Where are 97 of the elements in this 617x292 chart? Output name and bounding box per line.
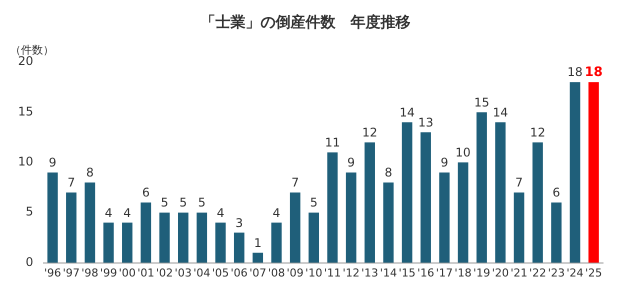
- data-label: 4: [272, 206, 280, 220]
- x-tick-label: '13: [361, 266, 378, 280]
- x-tick-label: '07: [249, 266, 266, 280]
- data-label: 4: [123, 206, 132, 220]
- data-label: 9: [347, 156, 355, 170]
- y-axis-title: （件数）: [10, 43, 54, 56]
- y-tick-label: 10: [18, 154, 34, 169]
- x-tick-label: '03: [174, 266, 192, 280]
- chart-title: 「士業」の倒産件数 年度推移: [200, 12, 410, 31]
- bar: [234, 232, 244, 263]
- x-tick-label: '97: [62, 266, 80, 280]
- bar: [327, 152, 338, 263]
- bar: [103, 222, 114, 263]
- data-label: 18: [584, 64, 603, 80]
- data-label: 18: [567, 65, 583, 80]
- x-tick-label: '17: [436, 266, 453, 280]
- x-tick-label: '12: [342, 266, 360, 280]
- data-label: 15: [474, 95, 490, 110]
- bar: [84, 182, 96, 263]
- data-label: 12: [530, 125, 546, 140]
- data-label: 13: [418, 115, 434, 130]
- bar: [122, 222, 132, 263]
- bar: [439, 172, 450, 263]
- bar: [420, 132, 431, 263]
- bar: [159, 212, 170, 263]
- bar: [458, 162, 468, 263]
- x-tick-label: '96: [44, 266, 62, 280]
- data-label: 8: [86, 166, 94, 180]
- bar: [178, 212, 188, 263]
- x-tick-label: '99: [100, 266, 118, 280]
- y-tick-label: 0: [26, 254, 34, 269]
- bar: [383, 182, 394, 263]
- data-label: 14: [399, 105, 415, 120]
- x-tick-label: '16: [417, 266, 434, 280]
- bar: [570, 82, 580, 263]
- data-label: 9: [48, 156, 56, 170]
- data-label: 4: [216, 206, 224, 220]
- bar: [290, 192, 300, 263]
- data-label: 6: [142, 186, 150, 200]
- y-tick-label: 20: [18, 54, 34, 68]
- x-tick-label: '22: [529, 266, 546, 280]
- bar: [364, 142, 375, 263]
- x-tick-label: '00: [118, 266, 136, 280]
- data-label: 11: [324, 135, 340, 150]
- data-label: 5: [310, 196, 318, 210]
- x-tick-label: '08: [268, 266, 286, 280]
- x-tick-label: '24: [566, 266, 584, 280]
- bar: [47, 172, 58, 263]
- bar: [551, 202, 562, 263]
- data-label: 7: [291, 176, 299, 190]
- data-label: 14: [492, 105, 508, 120]
- data-label: 6: [552, 186, 560, 200]
- x-tick-label: '02: [156, 266, 174, 280]
- x-tick-label: '21: [510, 266, 528, 280]
- bar: [514, 192, 524, 263]
- y-tick-label: 5: [26, 204, 34, 219]
- data-label: 4: [104, 206, 112, 220]
- data-label: 12: [362, 125, 378, 140]
- x-tick-label: '10: [305, 266, 322, 280]
- x-tick-label: '25: [585, 266, 602, 280]
- bar: [588, 82, 599, 263]
- bar: [476, 112, 487, 263]
- bar: [308, 212, 320, 263]
- data-label: 7: [515, 176, 523, 190]
- data-label: 8: [384, 166, 392, 180]
- x-tick-label: '06: [230, 266, 248, 280]
- x-tick-label: '04: [193, 266, 210, 280]
- x-tick-label: '20: [492, 266, 509, 280]
- bar: [252, 252, 264, 263]
- data-label: 3: [235, 216, 243, 230]
- x-tick-label: '19: [473, 266, 490, 280]
- x-tick-label: '09: [286, 266, 304, 280]
- data-label: 1: [254, 236, 262, 250]
- bar: [495, 122, 506, 263]
- bar: [66, 192, 76, 263]
- x-tick-label: '15: [398, 266, 416, 280]
- x-tick-label: '01: [137, 266, 154, 280]
- bar: [532, 142, 543, 263]
- bar: [346, 172, 356, 263]
- data-label: 5: [160, 196, 168, 210]
- bar: [271, 222, 282, 263]
- data-label: 7: [67, 176, 76, 190]
- bar: [402, 122, 412, 263]
- x-tick-label: '14: [380, 266, 397, 280]
- data-label: 5: [179, 196, 188, 210]
- x-tick-label: '11: [324, 266, 341, 280]
- bar: [215, 222, 226, 263]
- x-tick-label: '18: [454, 266, 472, 280]
- data-label: 9: [440, 156, 448, 170]
- bar: [196, 212, 208, 263]
- data-label: 5: [198, 196, 206, 210]
- y-tick-label: 15: [18, 104, 34, 118]
- x-tick-label: '23: [548, 266, 565, 280]
- data-label: 10: [455, 146, 471, 160]
- x-tick-label: '05: [212, 266, 230, 280]
- bar: [140, 202, 152, 263]
- x-tick-label: '98: [81, 266, 98, 280]
